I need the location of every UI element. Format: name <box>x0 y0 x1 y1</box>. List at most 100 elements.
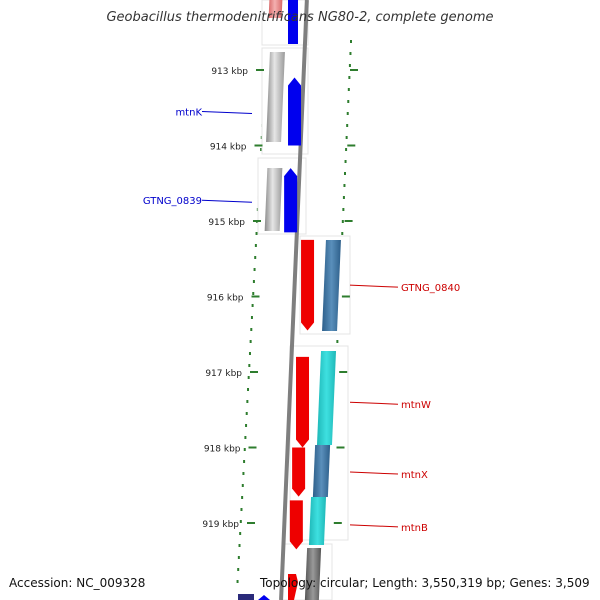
gene-label-mtnw: mtnW <box>401 400 431 411</box>
outer-dots-left <box>252 292 255 295</box>
outer-dots-right <box>341 232 344 235</box>
outer-dots-left <box>245 424 248 427</box>
outer-dots-left <box>236 580 239 583</box>
outer-dots-right <box>344 172 346 175</box>
cog-strip <box>304 548 322 600</box>
outer-dots-left <box>249 340 252 343</box>
gene-arrow-mtnb <box>289 500 303 550</box>
scale-tick-label: 919 kbp <box>202 520 239 530</box>
gene-arrow-partial-top <box>288 0 298 44</box>
outer-dots-left <box>247 376 250 379</box>
outer-dots-left <box>250 328 253 331</box>
gene-arrow-partial-bottom-left <box>258 595 270 600</box>
topology-text: Topology: circular; Length: 3,550,319 bp… <box>260 576 590 590</box>
gene-arrow-partial-bottom-left <box>238 594 254 600</box>
scale-tick-label: 915 kbp <box>208 218 245 228</box>
scale-tick <box>248 446 257 449</box>
accession-text: Accession: NC_009328 <box>9 576 146 590</box>
outer-dots-left <box>244 436 247 439</box>
gene-label-mtnx: mtnX <box>401 470 428 481</box>
gene-features <box>238 0 315 600</box>
outer-dots-left <box>248 352 251 355</box>
gene-label-mtnb: mtnB <box>401 523 428 534</box>
outer-dots-left <box>241 496 244 499</box>
genome-axis-line <box>279 0 309 600</box>
genome-axis <box>279 0 309 600</box>
scale-tick <box>256 69 264 71</box>
scale-tick-label: 916 kbp <box>207 294 244 304</box>
scale-tick <box>347 144 356 147</box>
scale-tick-label: 913 kbp <box>211 67 248 77</box>
outer-dots-left <box>238 544 241 547</box>
outer-dots-left <box>239 532 242 535</box>
outer-dots-right <box>348 76 351 79</box>
outer-dots-left <box>245 412 248 415</box>
outer-dots-right <box>349 52 352 55</box>
scale-tick-label: 917 kbp <box>205 369 242 379</box>
outer-dots-left <box>240 508 243 511</box>
gene-leader <box>349 471 399 475</box>
outer-dots-left <box>260 148 263 151</box>
outer-dots-left <box>237 556 240 559</box>
outer-dots-left <box>254 244 257 247</box>
gene-leader <box>349 284 399 288</box>
scale-tick-label: 914 kbp <box>210 143 247 153</box>
outer-dots-right <box>345 136 348 139</box>
gene-arrow-mtnk <box>288 77 302 146</box>
outer-dots-right <box>345 148 348 151</box>
gene-label-gtng_0840: GTNG_0840 <box>401 283 460 294</box>
scale-tick <box>341 295 350 298</box>
gene-leader <box>349 524 399 528</box>
outer-dots-right <box>341 220 344 223</box>
gene-label-mtnk: mtnK <box>175 108 202 119</box>
scale-tick-label: 918 kbp <box>204 445 241 455</box>
outer-dots-left <box>250 316 253 319</box>
gene-arrow-mtnw <box>296 356 310 448</box>
map-title: Geobacillus thermodenitrificans NG80-2, … <box>106 10 494 25</box>
outer-dots-right <box>344 160 347 163</box>
outer-dots-right <box>343 184 346 187</box>
gene-leader <box>349 401 399 405</box>
scale-tick <box>336 446 345 449</box>
scale-tick <box>339 371 348 373</box>
outer-dots-left <box>247 388 250 391</box>
scale-tick <box>247 522 255 524</box>
outer-dots-left <box>243 448 246 451</box>
cog-strip <box>322 240 341 331</box>
outer-dots-left <box>243 460 246 463</box>
scale-tick <box>250 371 258 373</box>
outer-dots-right <box>336 340 339 343</box>
cog-strip <box>312 445 331 497</box>
outer-dots-left <box>248 364 251 367</box>
outer-dots-right <box>346 124 349 127</box>
cog-strip <box>316 351 337 445</box>
outer-dots-left <box>255 232 258 235</box>
outer-dots-right <box>346 112 349 115</box>
cog-strip <box>308 497 327 545</box>
outer-dots-left <box>242 472 245 475</box>
outer-dots-right <box>342 208 345 211</box>
outer-dots-right <box>342 196 345 199</box>
gene-arrow-gtng_0840 <box>301 239 315 331</box>
outer-dots-right <box>347 100 350 103</box>
scale-tick <box>344 220 353 222</box>
scale-tick <box>350 69 358 71</box>
gene-arrow-mtnx <box>292 447 306 497</box>
outer-dots-left <box>251 304 254 307</box>
outer-dots-right <box>347 88 350 91</box>
outer-dots-right <box>348 64 351 67</box>
outer-dots-left <box>237 568 240 571</box>
gene-arrow-partial-bottom <box>288 574 298 600</box>
scale-tick <box>333 522 342 524</box>
gene-leader <box>201 199 253 203</box>
cog-strips <box>264 0 341 600</box>
gene-leader <box>201 111 253 115</box>
outer-dots-left <box>253 268 256 271</box>
scale-tick <box>251 295 260 298</box>
scale-tick <box>254 144 263 147</box>
cog-strip <box>264 168 283 231</box>
gene-label-gtng_0839: GTNG_0839 <box>143 196 202 207</box>
scale-tick <box>253 220 261 222</box>
scale-ticks: 913 kbp 914 kbp 915 kbp 916 kbp 917 kbp 918 k… <box>202 67 358 530</box>
